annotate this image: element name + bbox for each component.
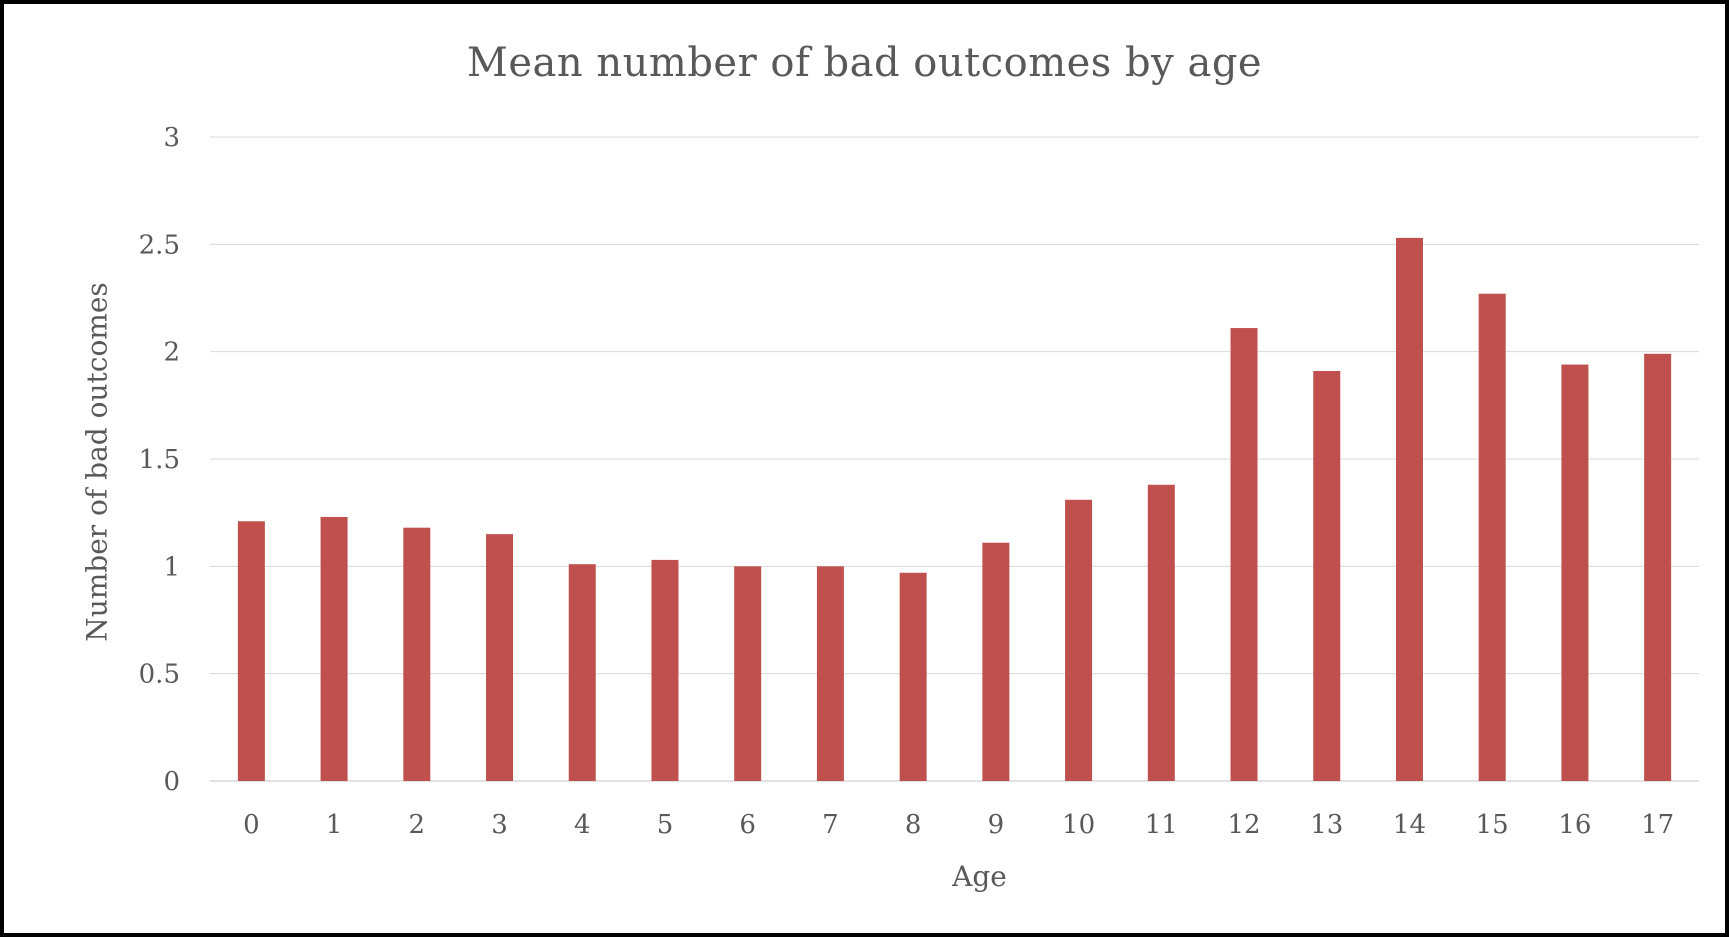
bar-age-2 xyxy=(403,527,431,781)
bar-age-14 xyxy=(1395,237,1423,782)
bar-age-9 xyxy=(982,542,1010,781)
x-tick-label: 2 xyxy=(409,810,426,840)
bar-age-3 xyxy=(486,534,514,781)
x-tick-label: 11 xyxy=(1145,810,1178,840)
y-tick-label: 1 xyxy=(163,552,180,582)
bar-age-7 xyxy=(816,566,844,781)
x-tick-label: 7 xyxy=(822,810,839,840)
y-tick-label: 1.5 xyxy=(139,445,180,475)
y-tick-label: 0 xyxy=(163,767,180,797)
x-tick-label: 13 xyxy=(1310,810,1343,840)
bar-age-16 xyxy=(1561,364,1589,781)
x-tick-label: 6 xyxy=(739,810,756,840)
gridlines xyxy=(210,136,1699,782)
x-tick-label: 5 xyxy=(657,810,674,840)
x-tick-label: 9 xyxy=(988,810,1005,840)
x-tick-label: 1 xyxy=(326,810,343,840)
bar-age-15 xyxy=(1478,293,1506,781)
x-tick-label: 12 xyxy=(1227,810,1260,840)
bar-age-10 xyxy=(1065,499,1093,781)
y-tick-label: 2 xyxy=(163,338,180,368)
bar-age-12 xyxy=(1230,328,1258,781)
bar-age-13 xyxy=(1313,370,1341,781)
bar-age-17 xyxy=(1644,353,1672,781)
x-tick-label: 16 xyxy=(1558,810,1591,840)
x-tick-label: 3 xyxy=(491,810,508,840)
bar-age-1 xyxy=(320,516,348,781)
x-tick-label: 14 xyxy=(1393,810,1426,840)
bar-age-6 xyxy=(734,566,762,781)
y-tick-label: 2.5 xyxy=(139,230,180,260)
x-tick-label: 0 xyxy=(243,810,260,840)
y-tick-label: 3 xyxy=(163,123,180,153)
bar-age-8 xyxy=(899,572,927,781)
bars xyxy=(237,237,1672,782)
x-tick-label: 10 xyxy=(1062,810,1095,840)
y-axis-ticks: 0 0.5 1 1.5 2 2.5 3 xyxy=(139,123,180,797)
bar-age-0 xyxy=(237,521,265,781)
x-axis-label: Age xyxy=(952,860,1007,893)
bar-age-4 xyxy=(568,564,596,781)
chart-frame: Mean number of bad outcomes by age Numbe… xyxy=(4,4,1725,933)
x-tick-label: 8 xyxy=(905,810,922,840)
x-tick-label: 15 xyxy=(1476,810,1509,840)
x-tick-label: 17 xyxy=(1641,810,1674,840)
x-tick-label: 4 xyxy=(574,810,591,840)
bar-chart-plot: 00.511.522.53 0 1 2 3 4 5 6 7 8 9 10 11 12 13 14 15 16 17 xyxy=(139,123,1699,840)
x-axis-ticks: 0 1 2 3 4 5 6 7 8 9 10 11 12 13 14 15 16 17 xyxy=(243,810,1674,840)
bar-age-5 xyxy=(651,559,679,781)
y-tick-label: 0.5 xyxy=(139,660,180,690)
chart-title: Mean number of bad outcomes by age xyxy=(466,40,1263,86)
bar-age-11 xyxy=(1147,484,1175,781)
